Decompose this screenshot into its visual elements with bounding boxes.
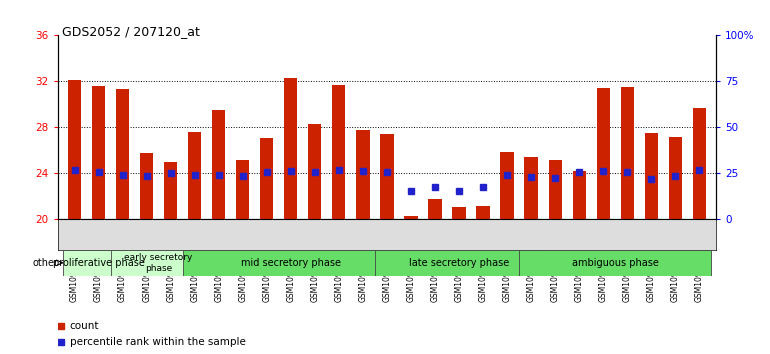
Bar [236,160,249,219]
Bar [62,250,135,276]
Bar [182,250,399,276]
Bar [524,157,537,219]
Bar [573,171,586,219]
Text: ambiguous phase: ambiguous phase [572,258,658,268]
Text: early secretory
phase: early secretory phase [125,253,192,273]
Bar [333,85,346,219]
Bar [140,153,153,219]
Text: proliferative phase: proliferative phase [52,258,145,268]
Bar [477,206,490,219]
Bar [308,124,321,219]
Text: GDS2052 / 207120_at: GDS2052 / 207120_at [62,25,199,38]
Bar [548,160,562,219]
Bar [284,78,297,219]
Text: mid secretory phase: mid secretory phase [241,258,341,268]
Bar [644,133,658,219]
Bar [428,199,441,219]
Bar [500,152,514,219]
Bar [212,110,226,219]
Bar [375,250,543,276]
Bar [693,108,706,219]
Text: count: count [69,321,99,331]
Bar [111,250,206,276]
Bar [164,162,177,219]
Bar [188,132,201,219]
Text: other: other [32,258,59,268]
Bar [621,87,634,219]
Text: percentile rank within the sample: percentile rank within the sample [69,337,246,347]
Bar [380,135,393,219]
Bar [68,80,81,219]
Bar [116,90,129,219]
Bar [668,137,682,219]
Bar [453,207,466,219]
Text: late secretory phase: late secretory phase [409,258,509,268]
Bar [92,86,105,219]
Bar [404,216,417,219]
Bar [519,250,711,276]
Bar [260,138,273,219]
Bar [357,130,370,219]
Bar [597,88,610,219]
